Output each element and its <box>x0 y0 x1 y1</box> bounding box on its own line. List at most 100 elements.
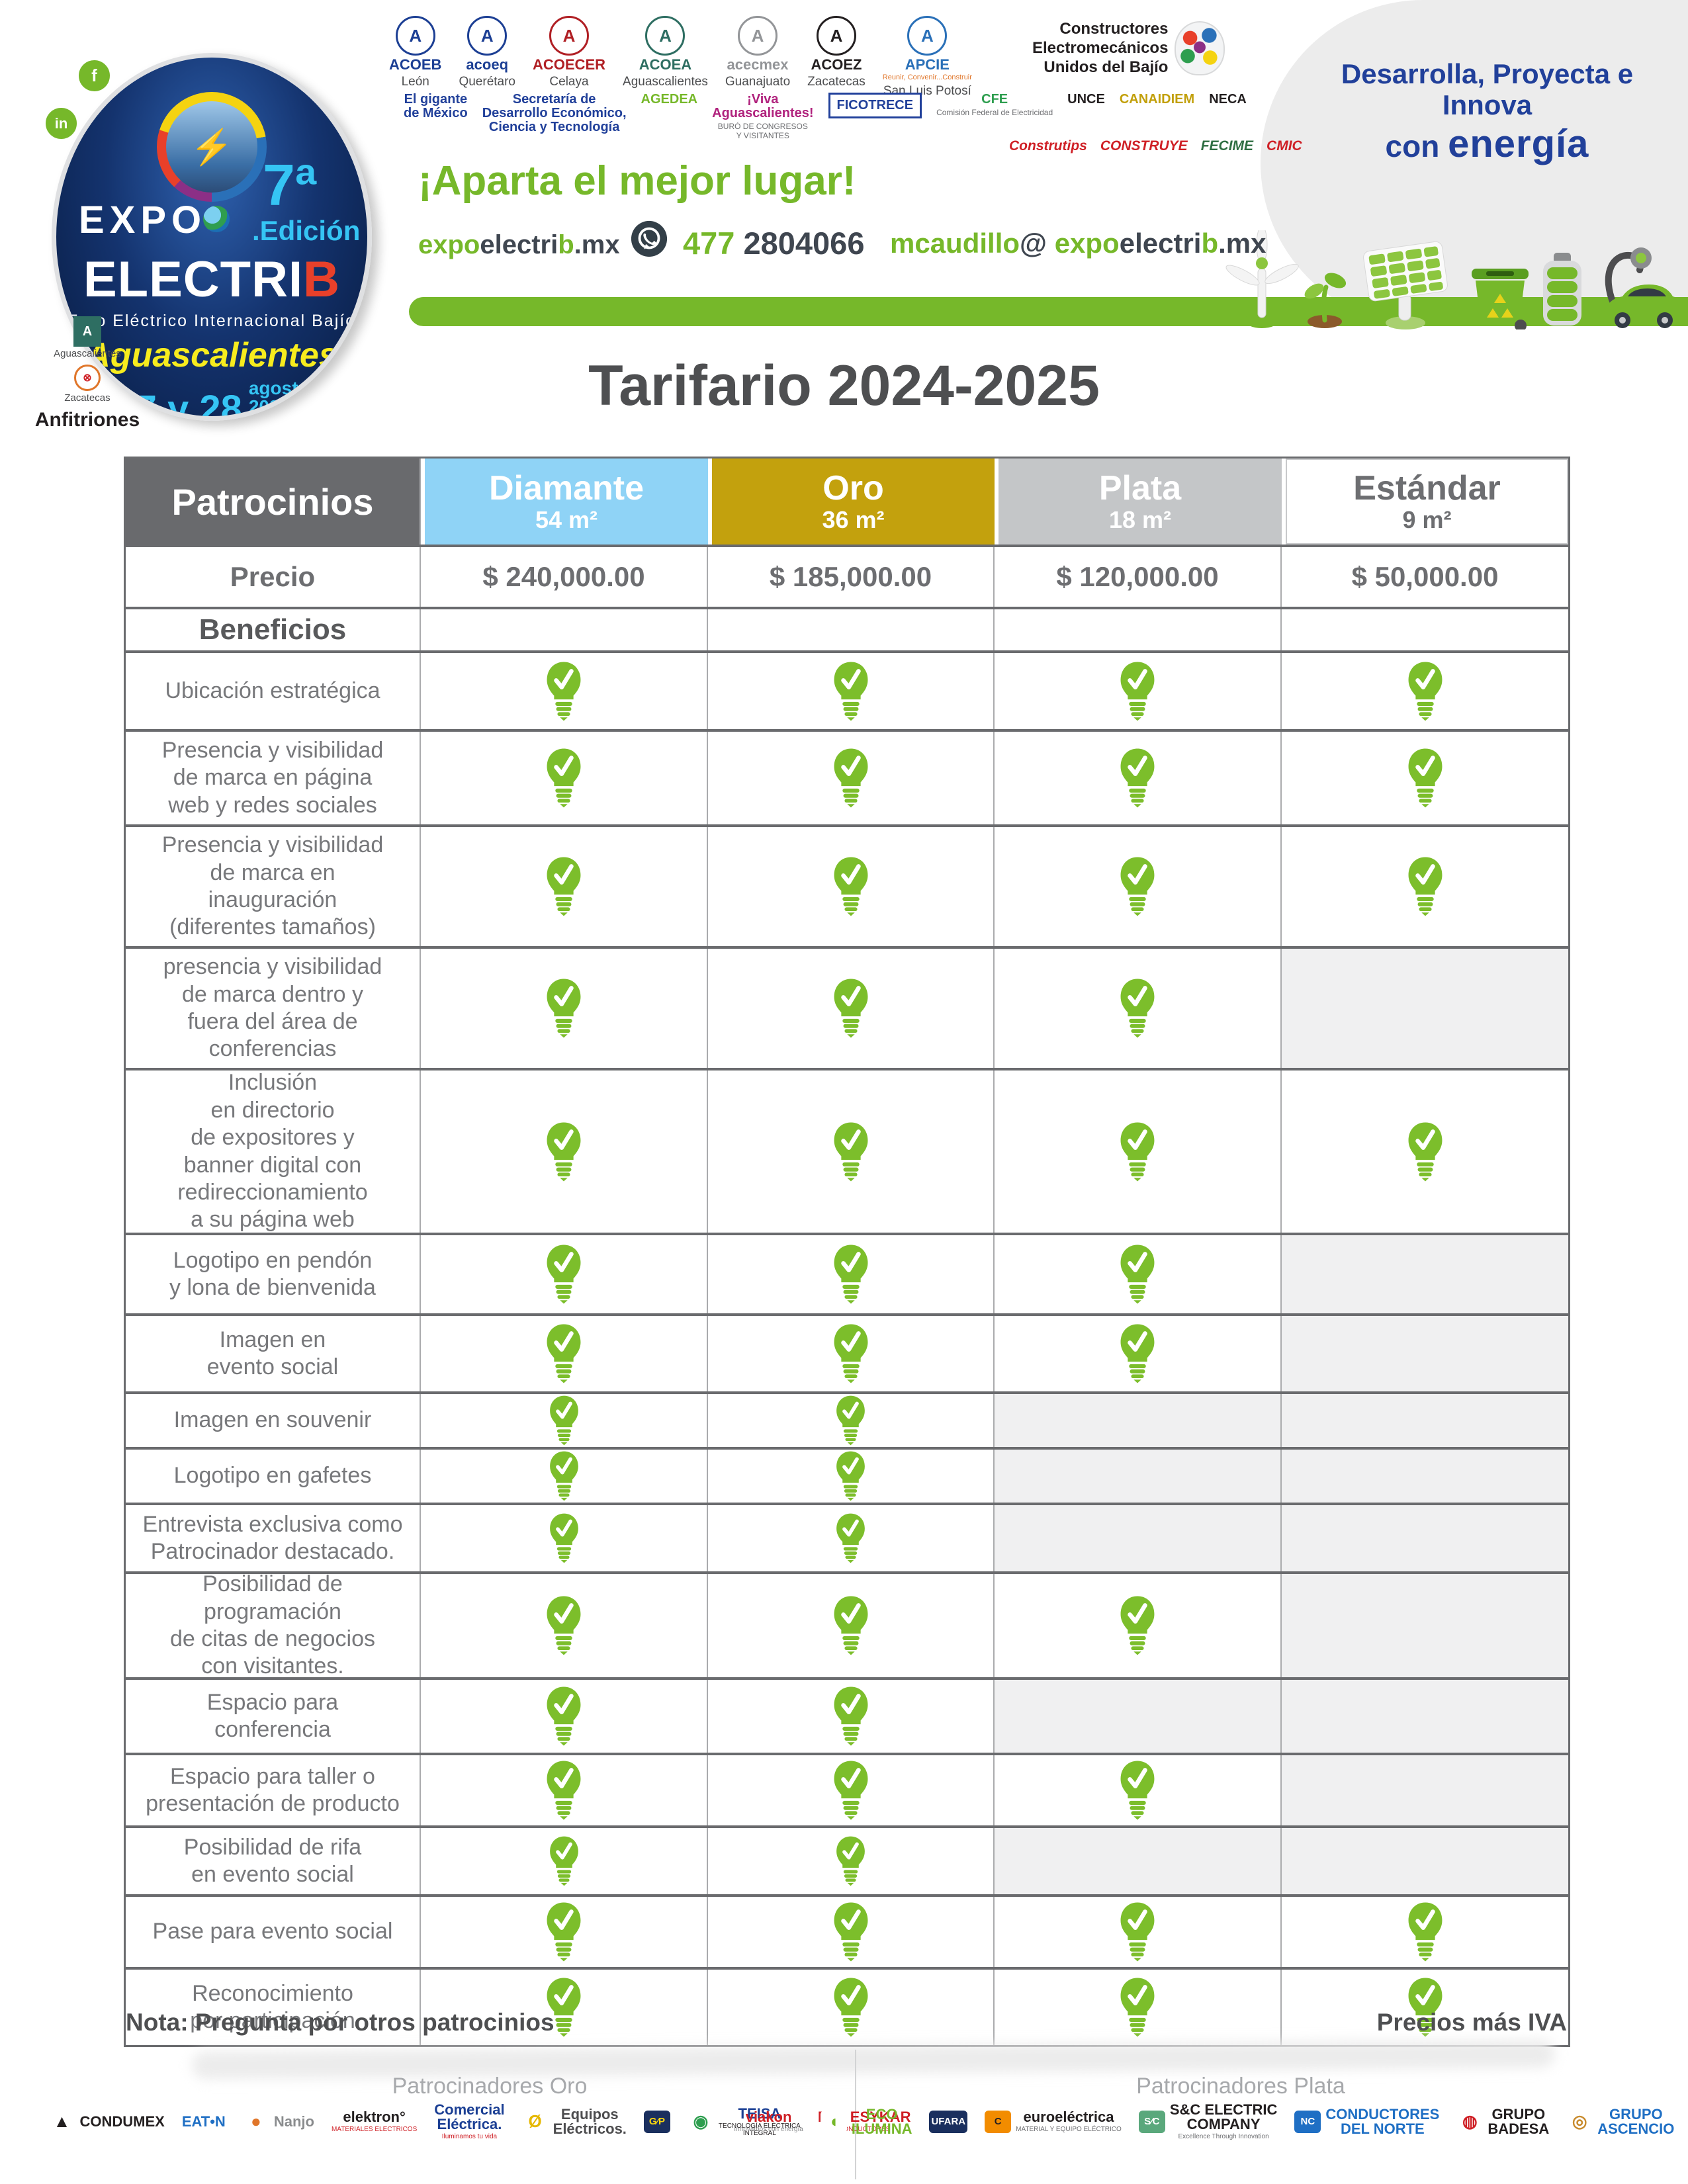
partner-name: ACOEB <box>389 56 442 73</box>
email-user: mcaudillo <box>890 228 1020 259</box>
benefit-row: Posibilidad de rifa en evento social <box>126 1825 1568 1894</box>
logo-dates: 27 y 28 agosto 2025 <box>56 379 367 417</box>
check-bulb-icon <box>1120 1121 1155 1182</box>
logo-ring-graphic: ⚡ <box>157 92 267 202</box>
website-p4: .mx <box>574 230 620 259</box>
logo-brand: ELECTRIB <box>56 251 367 308</box>
price-value-estándar: $ 50,000.00 <box>1351 561 1499 592</box>
benefit-check-cell <box>995 949 1282 1068</box>
price-row: Precio $ 240,000.00 $ 185,000.00 $ 120,000.… <box>126 545 1568 607</box>
partner-logo-acoez: A ACOEZ Zacatecas <box>807 16 866 89</box>
benefit-check-cell <box>421 1450 708 1503</box>
sponsors-divider <box>855 2050 856 2179</box>
sponsor-logo-teisa: ◉ TEISA TECNOLOGÍA ELÉCTRICA INTEGRAL <box>687 2106 801 2137</box>
benefit-label: Espacio para taller o presentación de pr… <box>126 1755 421 1825</box>
sponsor-name: ECO ILUMINA <box>851 2105 912 2137</box>
phone-number[interactable]: 477 2804066 <box>683 225 864 261</box>
benefits-section-empty-cell <box>421 609 708 650</box>
benefit-check-cell <box>421 949 708 1068</box>
sponsor-text: EAT•N <box>182 2114 226 2129</box>
sponsor-name: Comercial Eléctrica. <box>434 2101 505 2132</box>
benefit-check-cell <box>1282 1070 1568 1233</box>
benefit-empty-cell <box>995 1680 1282 1753</box>
partner-glyph-icon: A <box>907 16 948 56</box>
benefits-section-empty-cell <box>995 609 1282 650</box>
partner-name: acecmex <box>727 56 789 73</box>
tier-size: 18 m² <box>1108 505 1172 533</box>
check-bulb-icon <box>547 857 581 916</box>
benefit-check-cell <box>708 827 995 946</box>
benefit-empty-cell <box>995 1828 1282 1894</box>
check-bulb-icon <box>1120 1902 1155 1962</box>
price-value-oro: $ 185,000.00 <box>708 547 995 607</box>
sponsors-oro-logos: ▲ CONDUMEX EAT•N ● Nanjo elektron° MATERIALES … <box>48 2101 911 2140</box>
page-title: Tarifario 2024-2025 <box>588 354 1100 417</box>
benefit-label: Logotipo en pendón y lona de bienvenida <box>126 1235 421 1313</box>
partner-logo-cmic: CMIC <box>1266 138 1302 153</box>
benefit-empty-cell <box>995 1394 1282 1447</box>
check-bulb-icon <box>547 1121 581 1182</box>
partner-name: ¡Viva Aguascalientes! <box>712 92 814 120</box>
partner-city: León <box>401 75 429 89</box>
check-bulb-icon <box>834 857 867 916</box>
sponsor-logo-eat-n: EAT•N <box>182 2114 226 2129</box>
partner-city: Aguascalientes <box>623 75 708 89</box>
benefit-check-cell <box>1282 827 1568 946</box>
benefit-check-cell <box>1282 1897 1568 1967</box>
benefit-empty-cell <box>1282 1828 1568 1894</box>
slogan-line1: Desarrolla, Proyecta e Innova <box>1341 58 1634 121</box>
sponsor-badge-icon: ◉ <box>687 2110 714 2133</box>
email-link[interactable]: mcaudillo@ expoelectrib.mx <box>890 228 1266 259</box>
partner-glyph-icon: A <box>395 16 435 56</box>
benefit-label: Pase para evento social <box>126 1897 421 1967</box>
website-link[interactable]: expoelectrib.mx <box>418 230 620 260</box>
check-bulb-icon <box>547 661 581 721</box>
sponsor-badge-icon: ▲ <box>48 2110 75 2133</box>
phone-area: 477 <box>683 226 735 261</box>
benefit-empty-cell <box>995 1450 1282 1503</box>
check-bulb-icon <box>549 1451 578 1501</box>
benefit-label: Espacio para conferencia <box>126 1680 421 1753</box>
benefit-check-cell <box>708 949 995 1068</box>
benefit-check-cell <box>708 1970 995 2045</box>
check-bulb-icon <box>549 1395 578 1446</box>
linkedin-icon[interactable]: in <box>44 106 79 141</box>
check-bulb-icon <box>834 1978 867 2037</box>
slogan-line2-strong: energía <box>1448 122 1589 166</box>
benefit-check-cell <box>421 1505 708 1571</box>
recycle-bin-icon <box>1472 269 1529 329</box>
sponsor-sub: Excellence Through Innovation <box>1178 2133 1269 2140</box>
sponsor-text: Equipos Eléctricos. <box>553 2107 627 2136</box>
facebook-icon[interactable]: f <box>77 58 112 93</box>
benefit-check-cell <box>995 827 1282 946</box>
check-bulb-icon <box>836 1836 865 1886</box>
logo-subtitle: Foro Eléctrico Internacional Bajío <box>67 312 357 330</box>
benefit-row: Ubicación estratégica <box>126 650 1568 729</box>
benefits-section-empty-cell <box>1282 609 1568 650</box>
partner-sub: Reunir, Convenir...Construir <box>882 73 972 82</box>
tier-size: 9 m² <box>1402 505 1452 533</box>
note-right: Precios más IVA <box>1376 2009 1567 2036</box>
sponsor-logo-g-p: G⁄P <box>643 2110 670 2133</box>
price-value-diamante: $ 240,000.00 <box>421 547 708 607</box>
benefit-row: Logotipo en gafetes <box>126 1447 1568 1503</box>
check-bulb-icon <box>1408 1121 1442 1182</box>
sponsor-name: Nanjo <box>273 2113 314 2130</box>
hosts-block: A Aguascalientes ⊗ Zacatecas Anfitriones <box>28 316 147 431</box>
benefit-check-cell <box>708 653 995 729</box>
benefit-empty-cell <box>995 1505 1282 1571</box>
slogan-line2-pre: con <box>1385 129 1448 164</box>
benefit-check-cell <box>421 827 708 946</box>
sponsor-logo-s&c-electric: S⁄C S&C ELECTRIC COMPANY Excellence Throug… <box>1138 2103 1277 2140</box>
sponsor-badge-icon: S⁄C <box>1138 2110 1165 2133</box>
slogan: Desarrolla, Proyecta e Innova con energí… <box>1307 58 1667 166</box>
sponsor-badge-icon: C <box>985 2110 1012 2133</box>
check-bulb-icon <box>547 979 581 1038</box>
tier-size: 36 m² <box>822 505 885 533</box>
benefit-row: Inclusión en directorio de expositores y… <box>126 1068 1568 1233</box>
sponsor-name: Equipos Eléctricos. <box>553 2105 627 2137</box>
benefit-check-cell <box>421 1316 708 1391</box>
email-site-p1: expo <box>1054 228 1120 259</box>
